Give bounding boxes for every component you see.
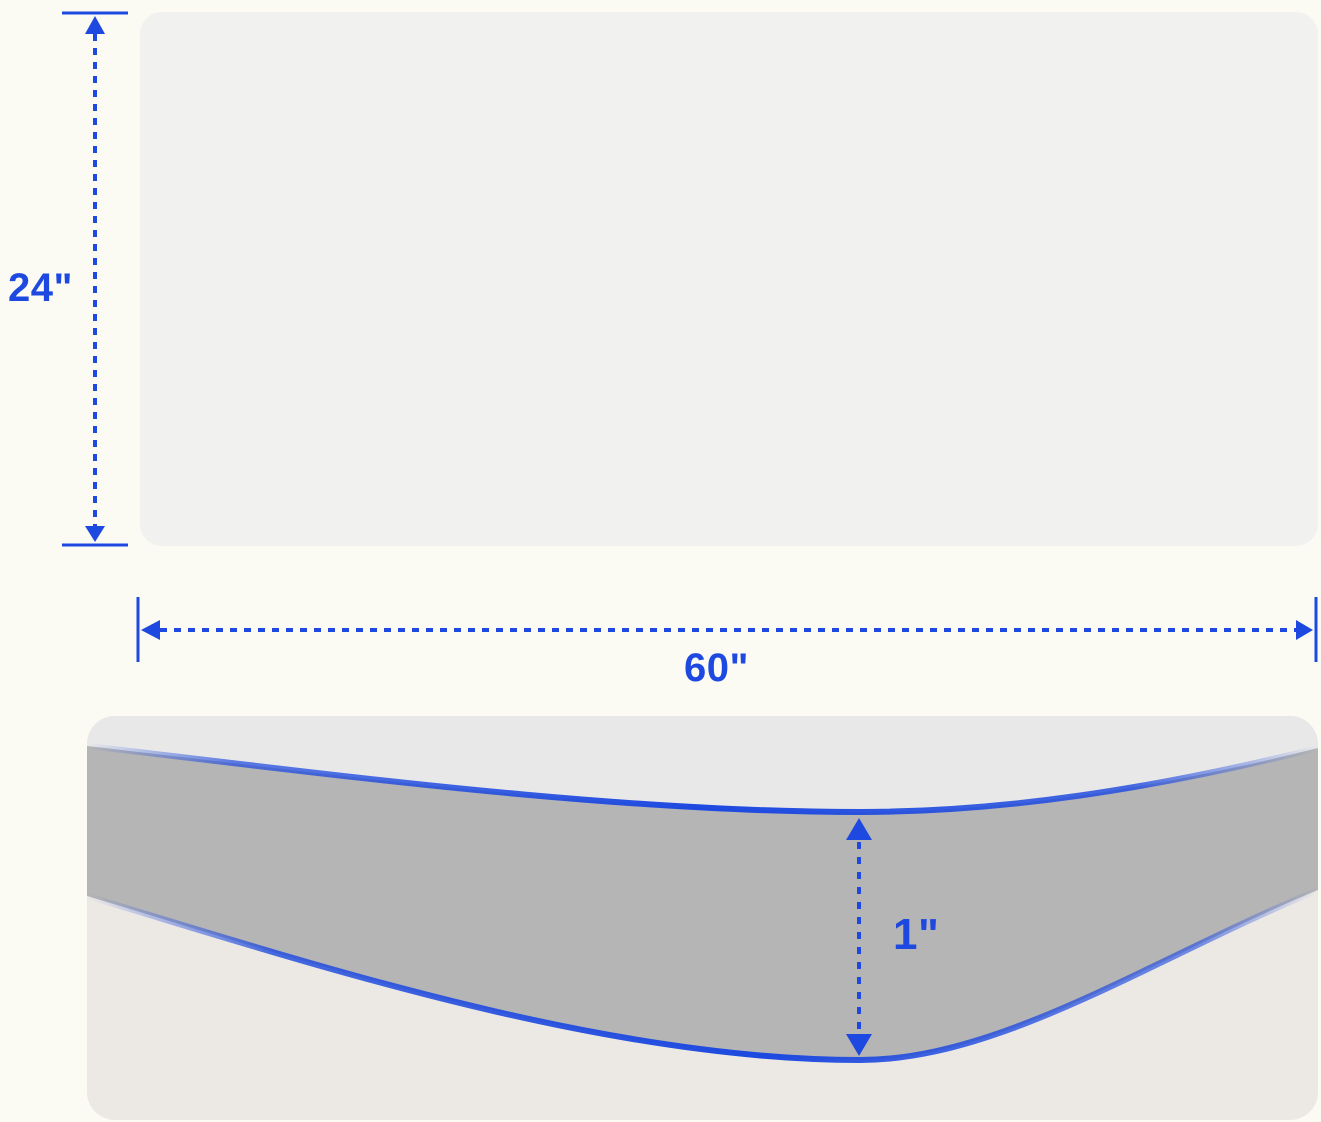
width-label: 60" (684, 646, 749, 690)
height-label: 24" (8, 266, 73, 310)
arrow-up-icon (85, 16, 105, 34)
arrow-right-icon (1296, 620, 1313, 640)
edge-highlight-top (87, 743, 1318, 816)
arrow-left-icon (141, 620, 160, 640)
tabletop-edge-profile (87, 746, 1318, 1060)
thickness-label: 1" (893, 910, 940, 959)
width-dimension-line (136, 597, 1318, 662)
tabletop-edge-closeup (87, 716, 1318, 1120)
tabletop-top-surface (87, 716, 1318, 812)
arrow-down-icon (846, 1034, 872, 1056)
arrow-down-icon (85, 526, 105, 542)
edge-highlight-bottom (87, 887, 1318, 1064)
arrow-up-icon (846, 818, 872, 840)
thickness-dimension-line (846, 818, 872, 1056)
height-dimension-line (62, 11, 128, 547)
tabletop-top-view (140, 12, 1318, 546)
